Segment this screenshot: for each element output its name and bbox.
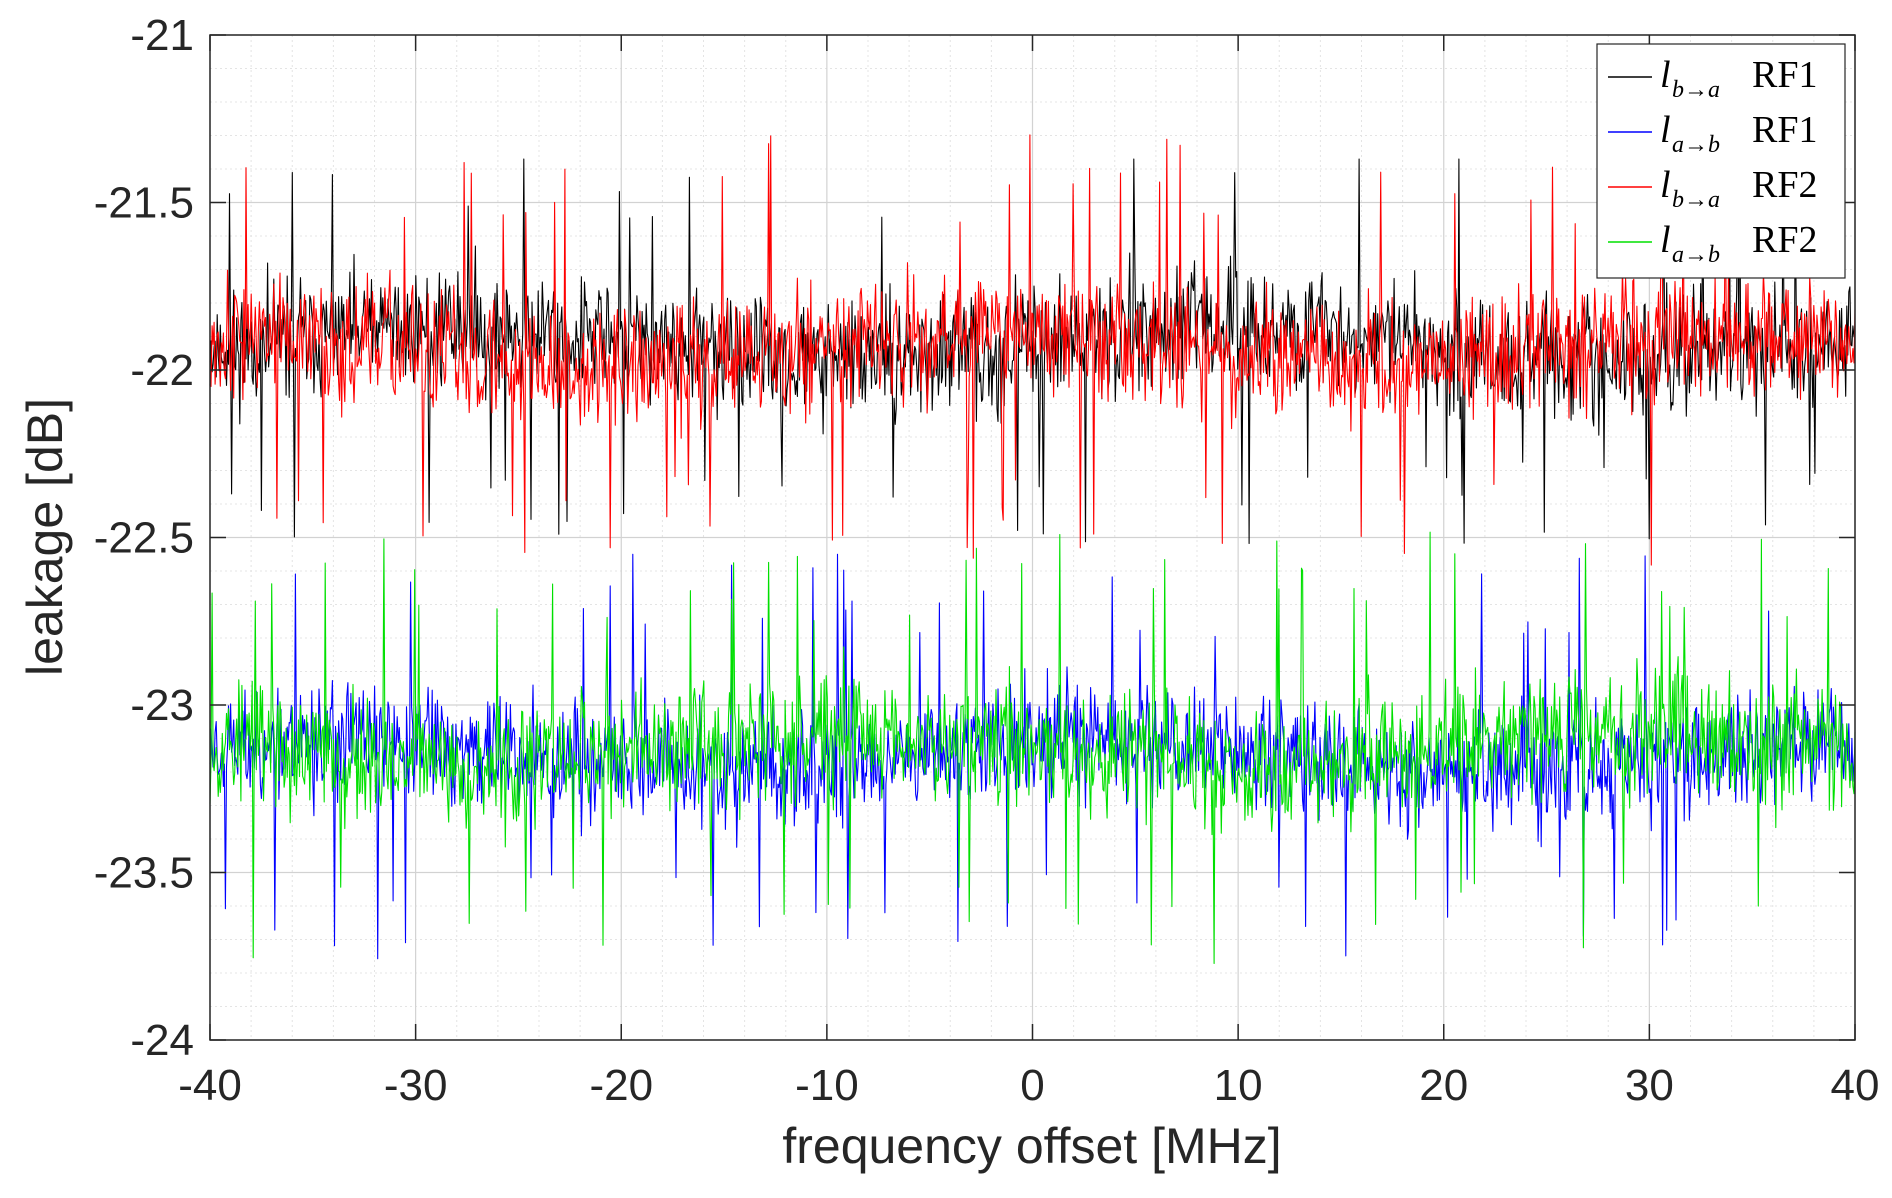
y-tick-label: -21.5	[94, 179, 194, 228]
x-tick-label: 10	[1214, 1061, 1263, 1110]
legend-var-4: l	[1660, 219, 1671, 261]
legend-sub-4: a→b	[1672, 242, 1720, 268]
y-tick-label: -23	[130, 681, 194, 730]
legend-box	[1596, 43, 1846, 279]
axis-ticks	[209, 34, 1856, 1041]
x-axis-title: frequency offset [MHz]	[782, 1118, 1281, 1174]
y-tick-label: -24	[130, 1016, 194, 1065]
legend-label-4: RF2	[1752, 219, 1817, 261]
y-axis-title: leakage [dB]	[17, 398, 73, 676]
y-tick-label: -23.5	[94, 849, 194, 898]
x-tick-label: 20	[1419, 1061, 1468, 1110]
legend-label-3: RF2	[1752, 164, 1817, 206]
legend-sub-2: a→b	[1672, 132, 1720, 158]
legend-sub-1: b→a	[1672, 77, 1720, 103]
x-tick-label: 30	[1625, 1061, 1674, 1110]
y-tick-label: -22	[130, 346, 194, 395]
legend-label-1: RF1	[1752, 54, 1817, 96]
x-tick-label: 40	[1831, 1061, 1880, 1110]
series-line-3	[209, 134, 1856, 566]
y-tick-label: -21	[130, 11, 194, 60]
legend-label-2: RF1	[1752, 109, 1817, 151]
y-tick-label: -22.5	[94, 514, 194, 563]
legend-var-2: l	[1660, 109, 1671, 151]
y-tick-labels: -24 -23.5 -23 -22.5 -22 -21.5 -21	[94, 11, 194, 1065]
legend-var-3: l	[1660, 164, 1671, 206]
x-tick-labels: -40 -30 -20 -10 0 10 20 30 40	[178, 1061, 1879, 1110]
x-tick-label: -40	[178, 1061, 242, 1110]
series-group	[209, 134, 1856, 965]
legend-var-1: l	[1660, 54, 1671, 96]
x-tick-label: 0	[1020, 1061, 1044, 1110]
x-tick-label: -30	[384, 1061, 448, 1110]
legend-sub-3: b→a	[1672, 187, 1720, 213]
x-tick-label: -20	[589, 1061, 653, 1110]
x-tick-label: -10	[795, 1061, 859, 1110]
series-line-4	[209, 531, 1856, 965]
